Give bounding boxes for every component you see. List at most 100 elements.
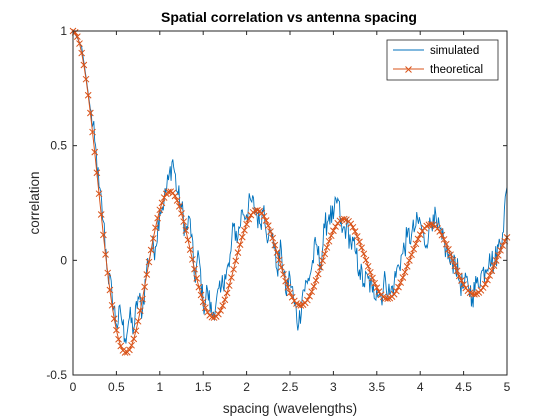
theoretical-marker	[152, 224, 159, 232]
theoretical-marker	[375, 288, 383, 296]
theoretical-marker	[434, 225, 441, 232]
theoretical-marker	[110, 315, 118, 323]
x-tick-label: 3.5	[368, 380, 385, 394]
theoretical-marker	[403, 262, 411, 270]
theoretical-marker	[449, 256, 457, 264]
theoretical-marker	[484, 276, 491, 284]
theoretical-marker	[440, 236, 448, 243]
theoretical-marker	[390, 290, 398, 298]
theoretical-marker	[236, 241, 244, 248]
theoretical-marker	[175, 203, 183, 210]
theoretical-marker	[230, 265, 237, 273]
theoretical-marker	[243, 220, 250, 228]
theoretical-marker	[210, 314, 218, 321]
theoretical-marker	[223, 289, 231, 297]
theoretical-marker	[356, 238, 363, 246]
theoretical-marker	[80, 61, 88, 69]
theoretical-marker	[100, 231, 107, 239]
theoretical-marker	[284, 283, 292, 291]
theoretical-marker	[490, 262, 498, 270]
theoretical-marker	[347, 220, 355, 228]
theoretical-marker	[97, 211, 105, 218]
theoretical-marker	[188, 256, 196, 263]
legend-theoretical-label: theoretical	[430, 64, 483, 76]
y-tick-label: 0	[60, 253, 67, 267]
theoretical-marker	[264, 222, 272, 229]
theoretical-marker	[221, 296, 229, 304]
theoretical-marker	[191, 265, 198, 273]
theoretical-marker	[128, 341, 135, 349]
theoretical-marker	[139, 295, 146, 303]
theoretical-marker	[93, 169, 101, 177]
theoretical-marker	[76, 40, 83, 47]
theoretical-marker	[238, 233, 246, 241]
theoretical-marker	[228, 274, 235, 281]
theoretical-marker	[277, 263, 285, 271]
x-tick-label: 0.5	[108, 380, 125, 394]
theoretical-marker	[369, 274, 376, 282]
theoretical-marker	[158, 199, 166, 207]
theoretical-marker	[180, 218, 188, 225]
theoretical-marker	[288, 293, 296, 301]
theoretical-marker	[217, 307, 224, 314]
theoretical-marker	[182, 227, 190, 234]
theoretical-marker	[308, 288, 316, 296]
theoretical-marker	[102, 251, 109, 258]
theoretical-marker	[95, 190, 103, 198]
x-tick-label: 2	[243, 380, 250, 394]
theoretical-marker	[447, 251, 454, 259]
theoretical-marker	[219, 302, 227, 310]
theoretical-marker	[267, 228, 274, 235]
theoretical-marker	[492, 257, 500, 264]
theoretical-marker	[499, 242, 507, 249]
theoretical-marker	[108, 301, 116, 309]
theoretical-marker	[297, 302, 305, 309]
theoretical-marker	[245, 215, 253, 223]
theoretical-marker	[178, 210, 185, 217]
series-layer	[69, 27, 511, 356]
theoretical-marker	[460, 281, 467, 288]
theoretical-marker	[134, 317, 142, 325]
theoretical-marker	[186, 246, 194, 253]
y-tick-label: -0.5	[46, 368, 67, 382]
theoretical-marker	[115, 335, 122, 343]
chart-title: Spatial correlation vs antenna spacing	[161, 9, 417, 25]
y-tick-label: 0.5	[50, 139, 67, 153]
theoretical-marker	[479, 284, 487, 291]
theoretical-marker	[488, 267, 496, 275]
theoretical-marker	[154, 214, 161, 222]
theoretical-marker	[340, 215, 348, 223]
x-tick-label: 4.5	[455, 380, 472, 394]
theoretical-marker	[358, 244, 365, 252]
theoretical-marker	[171, 192, 179, 200]
theoretical-marker	[78, 49, 86, 57]
theoretical-marker	[104, 269, 112, 277]
theoretical-marker	[486, 272, 493, 279]
theoretical-marker	[353, 233, 361, 240]
theoretical-marker	[84, 91, 92, 99]
theoretical-marker	[310, 282, 318, 290]
ticks-layer: 0 0.5 1 1.5 2 2.5 3 3.5 4 4.5 5-0.500.51	[46, 24, 510, 394]
theoretical-marker	[143, 271, 151, 278]
theoretical-marker	[314, 270, 322, 278]
theoretical-marker	[349, 223, 357, 231]
theoretical-marker	[193, 275, 201, 282]
theoretical-marker	[360, 250, 368, 258]
theoretical-marker	[481, 280, 489, 288]
theoretical-marker	[87, 109, 94, 117]
theoretical-marker	[273, 249, 281, 256]
x-axis-label: spacing (wavelengths)	[223, 401, 357, 416]
theoretical-marker	[258, 209, 266, 217]
theoretical-marker	[436, 228, 444, 235]
theoretical-marker	[397, 279, 405, 286]
theoretical-marker	[451, 262, 459, 269]
theoretical-marker	[275, 256, 283, 264]
theoretical-marker	[317, 264, 324, 271]
x-tick-label: 4	[417, 380, 424, 394]
theoretical-marker	[373, 284, 381, 292]
plot-area	[73, 31, 507, 375]
theoretical-marker	[225, 282, 233, 289]
x-tick-label: 1.5	[195, 380, 212, 394]
theoretical-marker	[321, 250, 329, 258]
